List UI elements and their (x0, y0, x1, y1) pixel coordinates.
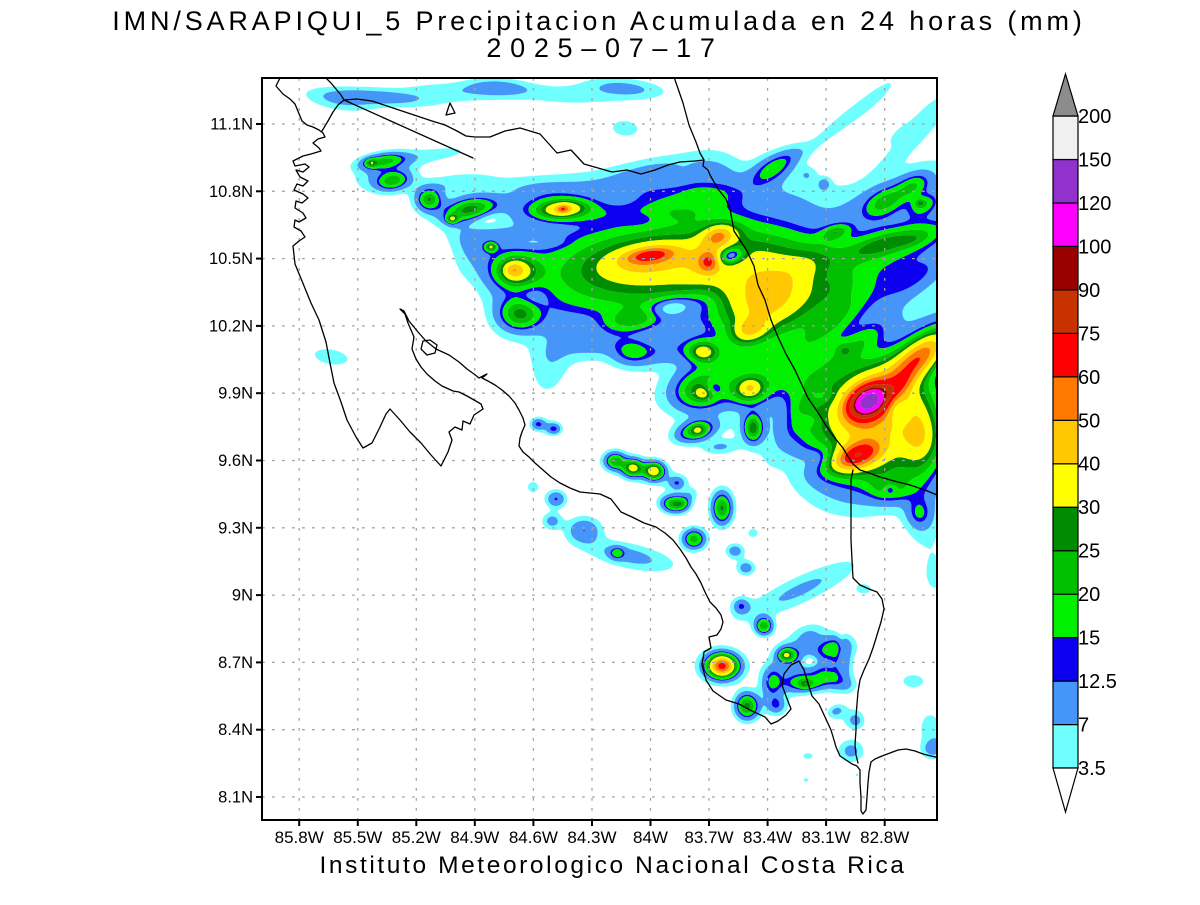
svg-text:10.8N: 10.8N (209, 183, 253, 201)
svg-text:20: 20 (1078, 584, 1100, 606)
svg-text:85.2W: 85.2W (392, 828, 441, 847)
svg-text:100: 100 (1078, 236, 1111, 258)
svg-text:8.1N: 8.1N (218, 789, 253, 807)
svg-text:3.5: 3.5 (1078, 758, 1106, 780)
svg-text:84W: 84W (633, 828, 668, 847)
svg-text:83.7W: 83.7W (684, 828, 733, 847)
svg-text:7: 7 (1078, 715, 1089, 737)
svg-text:60: 60 (1078, 367, 1100, 389)
svg-text:83.4W: 83.4W (743, 828, 792, 847)
svg-text:82.8W: 82.8W (860, 828, 909, 847)
svg-text:9.3N: 9.3N (218, 519, 253, 537)
svg-text:IMN/SARAPIQUI_5 Precipitacion: IMN/SARAPIQUI_5 Precipitacion Acumulada … (112, 6, 1085, 36)
svg-text:50: 50 (1078, 410, 1100, 432)
svg-text:200: 200 (1078, 106, 1111, 128)
svg-text:12.5: 12.5 (1078, 671, 1117, 693)
svg-text:75: 75 (1078, 323, 1100, 345)
svg-text:10.5N: 10.5N (209, 250, 253, 268)
svg-text:15: 15 (1078, 628, 1100, 650)
svg-text:90: 90 (1078, 280, 1100, 302)
svg-text:Instituto Meteorologico Nacion: Instituto Meteorologico Nacional Costa R… (319, 852, 906, 879)
svg-text:30: 30 (1078, 497, 1100, 519)
svg-text:120: 120 (1078, 193, 1111, 215)
svg-text:40: 40 (1078, 454, 1100, 476)
svg-text:84.3W: 84.3W (567, 828, 616, 847)
svg-text:150: 150 (1078, 150, 1111, 172)
svg-text:84.6W: 84.6W (509, 828, 558, 847)
svg-text:10.2N: 10.2N (209, 317, 253, 335)
svg-text:83.1W: 83.1W (802, 828, 851, 847)
svg-text:84.9W: 84.9W (450, 828, 499, 847)
svg-text:85.8W: 85.8W (275, 828, 324, 847)
svg-text:9.6N: 9.6N (218, 452, 253, 470)
svg-text:9.9N: 9.9N (218, 385, 253, 403)
svg-text:25: 25 (1078, 541, 1100, 563)
svg-text:8.4N: 8.4N (218, 721, 253, 739)
svg-text:11.1N: 11.1N (210, 116, 253, 134)
svg-text:2025–07–17: 2025–07–17 (486, 33, 723, 63)
svg-text:9N: 9N (232, 587, 253, 605)
svg-text:85.5W: 85.5W (333, 828, 382, 847)
svg-text:8.7N: 8.7N (218, 654, 253, 672)
